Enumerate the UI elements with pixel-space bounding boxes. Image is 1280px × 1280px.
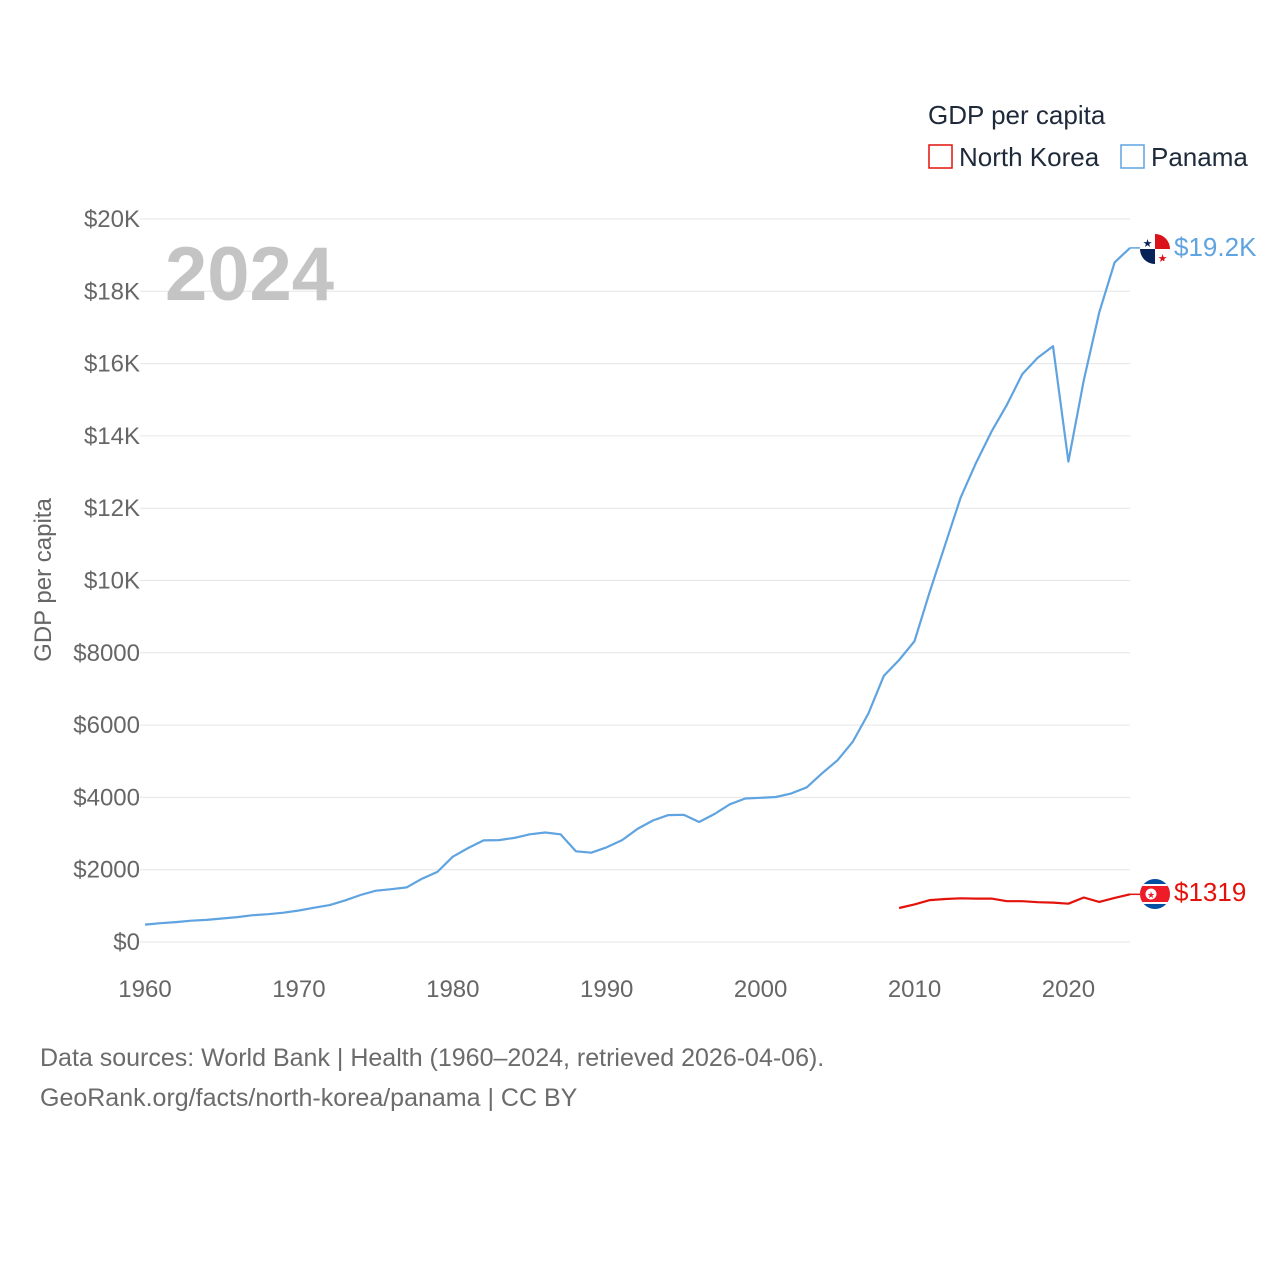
panama-flag-icon: ★ ★ bbox=[1140, 234, 1170, 265]
y-tick-label: $0 bbox=[113, 929, 140, 956]
end-label-panama: $19.2K bbox=[1174, 232, 1257, 262]
gridlines bbox=[140, 218, 1130, 943]
x-tick-label: 1970 bbox=[272, 976, 325, 1003]
north-korea-flag-icon: ★ bbox=[1140, 879, 1170, 909]
series-line-north-korea[interactable] bbox=[898, 893, 1131, 910]
end-label-north-korea: $1319 bbox=[1174, 877, 1246, 907]
y-tick-label: $8000 bbox=[73, 640, 140, 667]
svg-text:★: ★ bbox=[1147, 890, 1155, 900]
legend: GDP per capita North Korea Panama bbox=[928, 100, 1248, 172]
x-axis-ticks: 1960 1970 1980 1990 2000 2010 2020 bbox=[118, 976, 1095, 1003]
series-layer bbox=[144, 247, 1140, 926]
data-source-note: Data sources: World Bank | Health (1960–… bbox=[40, 1044, 825, 1072]
x-tick-label: 1980 bbox=[426, 976, 479, 1003]
y-tick-label: $10K bbox=[84, 568, 140, 595]
svg-text:★: ★ bbox=[1143, 238, 1153, 250]
svg-text:★: ★ bbox=[1158, 253, 1168, 265]
y-tick-label: $6000 bbox=[73, 712, 140, 739]
x-tick-label: 2020 bbox=[1042, 976, 1095, 1003]
legend-title: GDP per capita bbox=[928, 100, 1106, 130]
legend-label-north-korea: North Korea bbox=[959, 142, 1100, 172]
legend-label-panama: Panama bbox=[1151, 142, 1248, 172]
y-tick-label: $2000 bbox=[73, 857, 140, 884]
legend-swatch-panama bbox=[1120, 144, 1145, 169]
x-tick-label: 2010 bbox=[888, 976, 941, 1003]
y-tick-label: $14K bbox=[84, 423, 140, 450]
y-tick-label: $4000 bbox=[73, 784, 140, 811]
y-tick-label: $20K bbox=[84, 206, 140, 233]
y-tick-label: $12K bbox=[84, 495, 140, 522]
legend-item-panama[interactable]: Panama bbox=[1120, 142, 1248, 172]
year-watermark: 2024 bbox=[165, 232, 334, 317]
legend-swatch-north-korea bbox=[928, 144, 953, 169]
x-tick-label: 2000 bbox=[734, 976, 787, 1003]
x-tick-label: 1990 bbox=[580, 976, 633, 1003]
credit-link[interactable]: GeoRank.org/facts/north-korea/panama | C… bbox=[40, 1084, 578, 1112]
y-tick-label: $16K bbox=[84, 351, 140, 378]
y-tick-label: $18K bbox=[84, 278, 140, 305]
legend-item-north-korea[interactable]: North Korea bbox=[928, 142, 1100, 172]
y-axis-title: GDP per capita bbox=[30, 498, 57, 662]
x-tick-label: 1960 bbox=[118, 976, 171, 1003]
series-line-panama[interactable] bbox=[144, 247, 1131, 926]
y-axis-ticks: $0 $2000 $4000 $6000 $8000 $10K $12K $14K $16K $1… bbox=[73, 206, 140, 956]
